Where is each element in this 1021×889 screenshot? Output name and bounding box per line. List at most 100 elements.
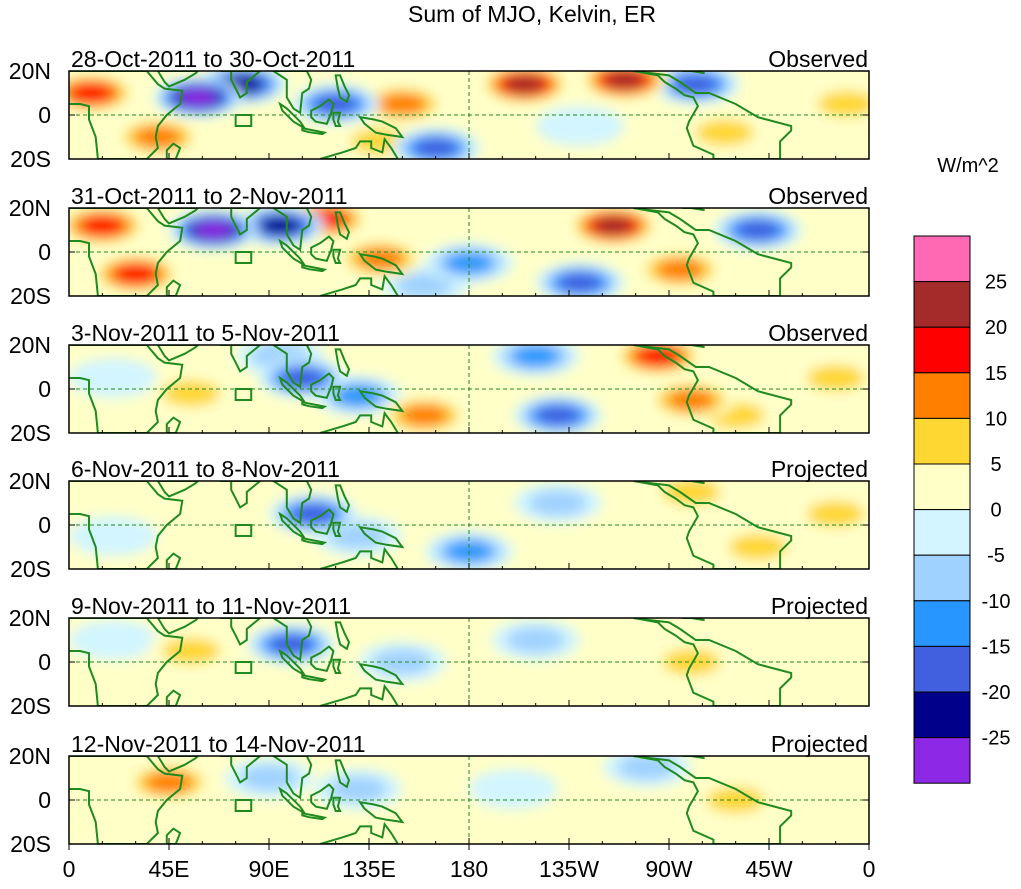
anomaly-contour: [536, 106, 625, 146]
coastline: [332, 796, 342, 812]
colorbar-label: -25: [982, 728, 1011, 750]
coastline: [69, 71, 184, 159]
anomaly-contour: [414, 138, 458, 158]
anomaly-contour: [69, 83, 113, 103]
colorbar-label: -15: [982, 636, 1011, 658]
anomaly-contour: [528, 490, 587, 516]
anomaly-contour: [695, 119, 754, 146]
colorbar-swatch: [913, 600, 971, 647]
coastline: [357, 662, 405, 686]
coastline: [332, 521, 342, 537]
colorbar-label: -10: [982, 591, 1011, 613]
x-tick-label: 135E: [342, 856, 396, 882]
region-box: [234, 799, 253, 812]
colorbar: 25 20 15 10 5 0 -5 -10 -15 -20 -25: [913, 235, 1011, 784]
colorbar-label: -20: [982, 682, 1011, 704]
panel: 20N 0 20S 28-Oct-2011 to 30-Oct-2011 Observe…: [9, 46, 870, 172]
anomaly-contour: [806, 365, 865, 391]
coastline: [310, 508, 335, 535]
coastline: [156, 71, 200, 88]
coastline: [301, 263, 328, 273]
coastline: [220, 481, 262, 509]
coastline: [301, 673, 328, 683]
coastline: [332, 385, 342, 401]
y-tick-label: 20N: [9, 468, 51, 494]
anomaly-contour: [178, 89, 217, 106]
panel-period-label: 9-Nov-2011 to 11-Nov-2011: [71, 593, 351, 619]
anomaly-contour: [291, 504, 335, 524]
coastline: [156, 618, 200, 635]
anomaly-contour: [662, 481, 721, 505]
y-tick-label: 0: [38, 512, 51, 538]
coastline: [271, 345, 313, 389]
coastline: [69, 756, 184, 844]
anomaly-contour: [504, 75, 545, 93]
region-box: [234, 251, 253, 264]
coastline: [271, 618, 313, 662]
y-tick-label: 20N: [9, 743, 51, 769]
y-tick-label: 0: [38, 787, 51, 813]
colorbar-swatch: [913, 737, 971, 784]
x-tick-label: 0: [863, 856, 876, 882]
x-tick-label: 45E: [149, 856, 190, 882]
anomaly-contour: [636, 346, 680, 366]
coastline: [682, 618, 705, 622]
coastline: [165, 827, 182, 844]
coastline: [271, 756, 313, 800]
panel-period-label: 12-Nov-2011 to 14-Nov-2011: [71, 731, 366, 757]
anomaly-contour: [260, 216, 301, 235]
coastline: [334, 621, 351, 651]
anomaly-contour: [69, 516, 158, 556]
panel-status-label: Projected: [771, 593, 868, 619]
colorbar-swatch: [913, 372, 971, 419]
coastline: [310, 98, 335, 125]
coastline: [156, 756, 200, 773]
coastline: [310, 235, 335, 262]
colorbar-swatch: [913, 554, 971, 602]
anomaly-contour: [162, 638, 221, 664]
anomaly-contour: [593, 216, 634, 235]
coastline: [310, 783, 335, 810]
y-tick-label: 20S: [10, 831, 51, 857]
coastline: [271, 71, 313, 115]
anomaly-contour: [662, 649, 721, 675]
anomaly-contour: [604, 71, 645, 89]
region-box: [234, 114, 253, 127]
anomaly-contour: [736, 220, 780, 240]
coastline: [69, 618, 184, 706]
panel: 20N 0 20S 12-Nov-2011 to 14-Nov-2011 Project…: [9, 731, 870, 857]
coastline: [220, 345, 262, 373]
panel-status-label: Observed: [768, 320, 868, 346]
anomaly-contour: [728, 534, 787, 560]
colorbar-swatch: [913, 326, 971, 374]
coastline: [165, 416, 182, 433]
coastline: [357, 800, 405, 824]
coastline: [633, 345, 793, 433]
anomaly-field: [69, 620, 847, 706]
x-tick-label: 90E: [249, 856, 290, 882]
anomaly-contour: [817, 91, 869, 117]
coastline: [633, 756, 793, 844]
coastline: [334, 759, 351, 789]
anomaly-contour: [400, 404, 449, 427]
coastline: [220, 618, 262, 646]
y-tick-label: 20N: [9, 58, 51, 84]
coastline: [682, 481, 705, 485]
anomaly-contour: [240, 765, 298, 791]
coastline: [69, 345, 184, 433]
colorbar-swatch: [913, 645, 971, 693]
coastline: [682, 345, 705, 349]
coastline: [271, 481, 313, 525]
y-tick-label: 0: [38, 649, 51, 675]
coastline: [319, 410, 400, 433]
anomaly-contour: [395, 272, 454, 296]
coastline: [319, 273, 400, 296]
coastline: [310, 645, 335, 672]
panel: 20N 0 20S 9-Nov-2011 to 11-Nov-2011 Projecte…: [9, 593, 870, 719]
colorbar-label: 10: [985, 408, 1007, 430]
anomaly-contour: [536, 405, 580, 425]
colorbar-label: 15: [985, 363, 1007, 385]
anomaly-contour: [378, 93, 427, 115]
colorbar-swatch: [913, 235, 971, 283]
